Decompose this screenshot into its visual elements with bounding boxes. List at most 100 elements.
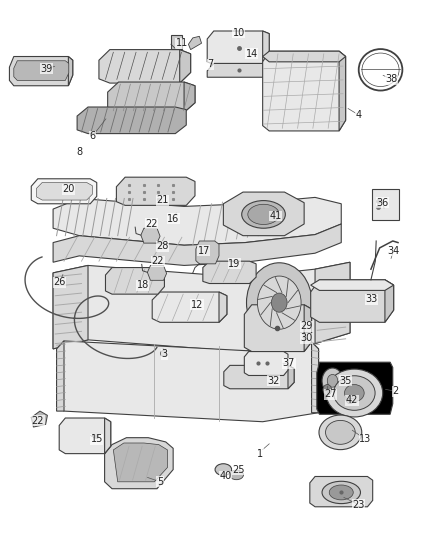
Ellipse shape (319, 415, 362, 450)
Polygon shape (288, 366, 294, 389)
Circle shape (323, 384, 332, 395)
Text: 7: 7 (207, 60, 213, 69)
Ellipse shape (345, 384, 364, 401)
Polygon shape (68, 56, 73, 86)
Polygon shape (310, 477, 373, 507)
Text: 17: 17 (198, 246, 210, 255)
Text: 26: 26 (53, 278, 66, 287)
Polygon shape (188, 36, 201, 50)
Ellipse shape (242, 200, 286, 228)
Polygon shape (223, 192, 304, 236)
Text: 36: 36 (377, 198, 389, 208)
Text: 20: 20 (62, 184, 74, 195)
Text: 28: 28 (156, 241, 169, 251)
Circle shape (322, 368, 343, 393)
Polygon shape (36, 182, 92, 200)
Polygon shape (263, 31, 269, 64)
Text: 34: 34 (388, 246, 400, 255)
Polygon shape (311, 280, 394, 322)
Polygon shape (59, 418, 111, 454)
Polygon shape (304, 305, 311, 352)
Polygon shape (317, 362, 393, 414)
Text: 39: 39 (40, 64, 53, 74)
Polygon shape (77, 107, 186, 134)
Text: 32: 32 (267, 376, 280, 386)
Text: 1: 1 (258, 449, 264, 458)
Text: 23: 23 (353, 499, 365, 510)
Polygon shape (203, 261, 256, 284)
Polygon shape (315, 262, 350, 344)
Text: 12: 12 (191, 300, 203, 310)
Text: 37: 37 (283, 358, 295, 368)
Circle shape (258, 276, 301, 329)
Text: 5: 5 (157, 477, 163, 487)
Polygon shape (53, 197, 341, 245)
Text: 15: 15 (91, 434, 103, 445)
Polygon shape (244, 305, 311, 352)
Text: 3: 3 (161, 349, 167, 359)
Ellipse shape (322, 481, 360, 504)
Polygon shape (57, 341, 64, 411)
Ellipse shape (248, 204, 279, 224)
Polygon shape (263, 51, 346, 62)
Polygon shape (57, 341, 318, 422)
Text: 29: 29 (300, 321, 312, 331)
Polygon shape (171, 35, 182, 49)
Ellipse shape (326, 369, 383, 417)
Text: 25: 25 (233, 465, 245, 474)
Text: 41: 41 (270, 211, 282, 221)
Polygon shape (105, 438, 173, 489)
Polygon shape (180, 50, 191, 83)
Polygon shape (14, 61, 69, 80)
Polygon shape (339, 51, 346, 131)
Ellipse shape (215, 464, 232, 475)
Polygon shape (10, 56, 73, 86)
Polygon shape (53, 224, 341, 265)
Text: 10: 10 (233, 28, 245, 38)
Text: 35: 35 (339, 376, 352, 386)
Text: 33: 33 (366, 294, 378, 304)
Polygon shape (263, 51, 346, 131)
Polygon shape (53, 262, 350, 352)
Text: 8: 8 (76, 147, 82, 157)
Circle shape (346, 393, 354, 403)
Polygon shape (385, 280, 394, 322)
Ellipse shape (325, 421, 355, 445)
Text: 22: 22 (152, 256, 164, 266)
Text: 42: 42 (346, 395, 358, 406)
Polygon shape (108, 82, 195, 112)
Ellipse shape (230, 470, 244, 480)
Polygon shape (224, 366, 294, 389)
Text: 22: 22 (145, 219, 158, 229)
Circle shape (327, 374, 338, 387)
Text: 19: 19 (228, 259, 240, 269)
Polygon shape (244, 352, 288, 375)
Text: 13: 13 (359, 434, 371, 445)
Polygon shape (99, 50, 191, 83)
Polygon shape (311, 342, 318, 413)
Text: 4: 4 (356, 110, 362, 120)
Polygon shape (207, 63, 269, 77)
Text: 30: 30 (300, 333, 312, 343)
Ellipse shape (334, 376, 375, 410)
Polygon shape (141, 228, 160, 243)
Text: 2: 2 (393, 386, 399, 397)
Text: 27: 27 (324, 389, 336, 399)
Ellipse shape (329, 485, 353, 500)
Polygon shape (152, 292, 227, 322)
Text: 21: 21 (156, 195, 169, 205)
Polygon shape (31, 179, 97, 204)
Text: 18: 18 (137, 280, 149, 290)
Text: 22: 22 (32, 416, 44, 426)
Circle shape (272, 293, 287, 312)
Text: 14: 14 (246, 49, 258, 59)
Text: 38: 38 (385, 75, 398, 84)
Polygon shape (207, 31, 269, 64)
Polygon shape (106, 268, 164, 294)
Text: 40: 40 (219, 472, 232, 481)
Polygon shape (219, 292, 227, 322)
Polygon shape (53, 265, 88, 349)
Circle shape (247, 263, 312, 343)
Text: 16: 16 (167, 214, 179, 224)
Polygon shape (31, 411, 47, 427)
